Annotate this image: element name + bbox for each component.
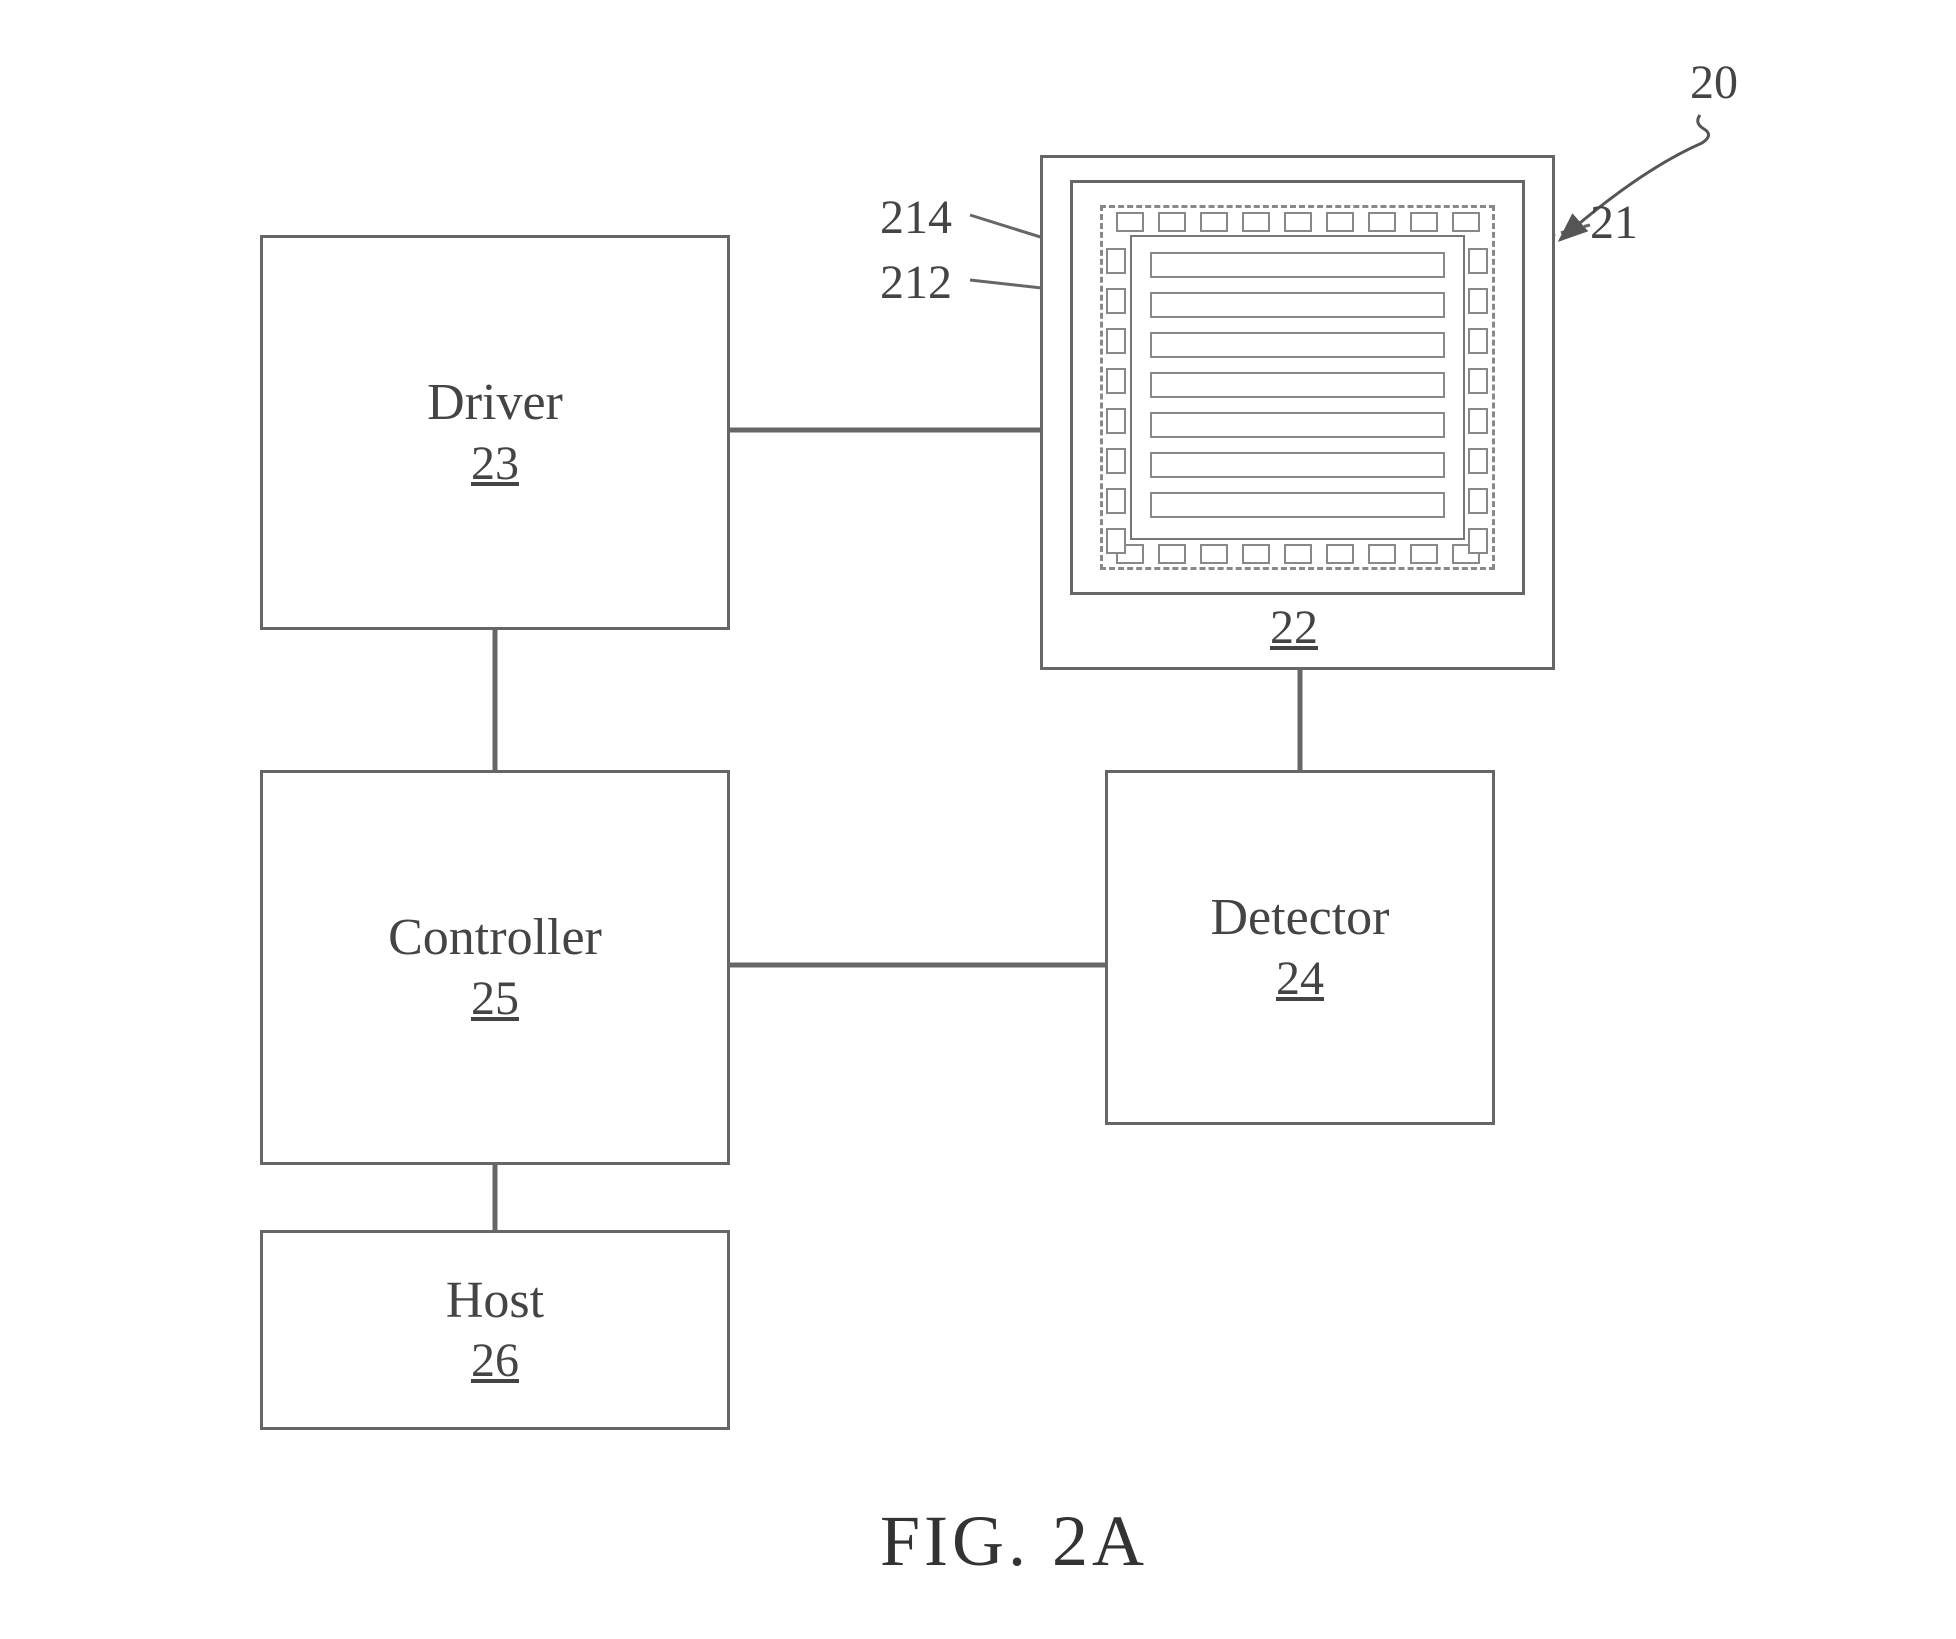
block-detector-num: 24: [1276, 951, 1324, 1006]
sensor-pad: [1468, 528, 1488, 554]
sensor-pad: [1158, 212, 1186, 232]
sensor-pad: [1242, 212, 1270, 232]
block-driver-num: 23: [471, 436, 519, 491]
sensor-pad: [1106, 448, 1126, 474]
sensor-pad: [1468, 408, 1488, 434]
block-controller-label: Controller: [388, 909, 602, 966]
block-host-num: 26: [471, 1333, 519, 1388]
sensor-pad: [1368, 212, 1396, 232]
figure-label: FIG. 2A: [880, 1500, 1148, 1583]
block-driver: Driver 23: [260, 235, 730, 630]
sensor-pad: [1468, 288, 1488, 314]
sensor-pad: [1242, 544, 1270, 564]
sensor-pad: [1410, 212, 1438, 232]
sensor-stripe: [1150, 492, 1445, 518]
sensor-stripe: [1150, 452, 1445, 478]
sensor-pad: [1326, 544, 1354, 564]
sensor-stripe: [1150, 292, 1445, 318]
block-host-label: Host: [446, 1272, 544, 1329]
sensor-pad: [1284, 212, 1312, 232]
block-sensor-num: 22: [1270, 600, 1318, 655]
block-host: Host 26: [260, 1230, 730, 1430]
sensor-pad: [1410, 544, 1438, 564]
block-detector-label: Detector: [1210, 889, 1389, 946]
sensor-pad: [1368, 544, 1396, 564]
sensor-pad: [1284, 544, 1312, 564]
sensor-stripe: [1150, 252, 1445, 278]
block-controller: Controller 25: [260, 770, 730, 1165]
callout-21: 21: [1590, 195, 1638, 250]
sensor-pad: [1468, 488, 1488, 514]
sensor-pad: [1468, 328, 1488, 354]
figure-canvas: Driver 23 Controller 25 Host 26 Detector…: [0, 0, 1956, 1639]
callout-20: 20: [1690, 55, 1738, 110]
sensor-stripe: [1150, 332, 1445, 358]
sensor-stripe: [1150, 412, 1445, 438]
sensor-pad: [1116, 212, 1144, 232]
sensor-pad: [1106, 248, 1126, 274]
sensor-pad: [1452, 212, 1480, 232]
sensor-pad: [1106, 288, 1126, 314]
sensor-pad: [1106, 488, 1126, 514]
sensor-pad: [1106, 328, 1126, 354]
sensor-pad: [1200, 212, 1228, 232]
sensor-pad: [1468, 248, 1488, 274]
block-driver-label: Driver: [427, 374, 563, 431]
sensor-stripe: [1150, 372, 1445, 398]
block-controller-num: 25: [471, 971, 519, 1026]
sensor-pad: [1468, 368, 1488, 394]
sensor-pad: [1158, 544, 1186, 564]
sensor-pad: [1326, 212, 1354, 232]
block-detector: Detector 24: [1105, 770, 1495, 1125]
sensor-pad: [1200, 544, 1228, 564]
callout-212: 212: [880, 255, 952, 310]
sensor-pad: [1106, 408, 1126, 434]
sensor-pad: [1106, 368, 1126, 394]
callout-214: 214: [880, 190, 952, 245]
sensor-pad: [1468, 448, 1488, 474]
sensor-pad: [1106, 528, 1126, 554]
